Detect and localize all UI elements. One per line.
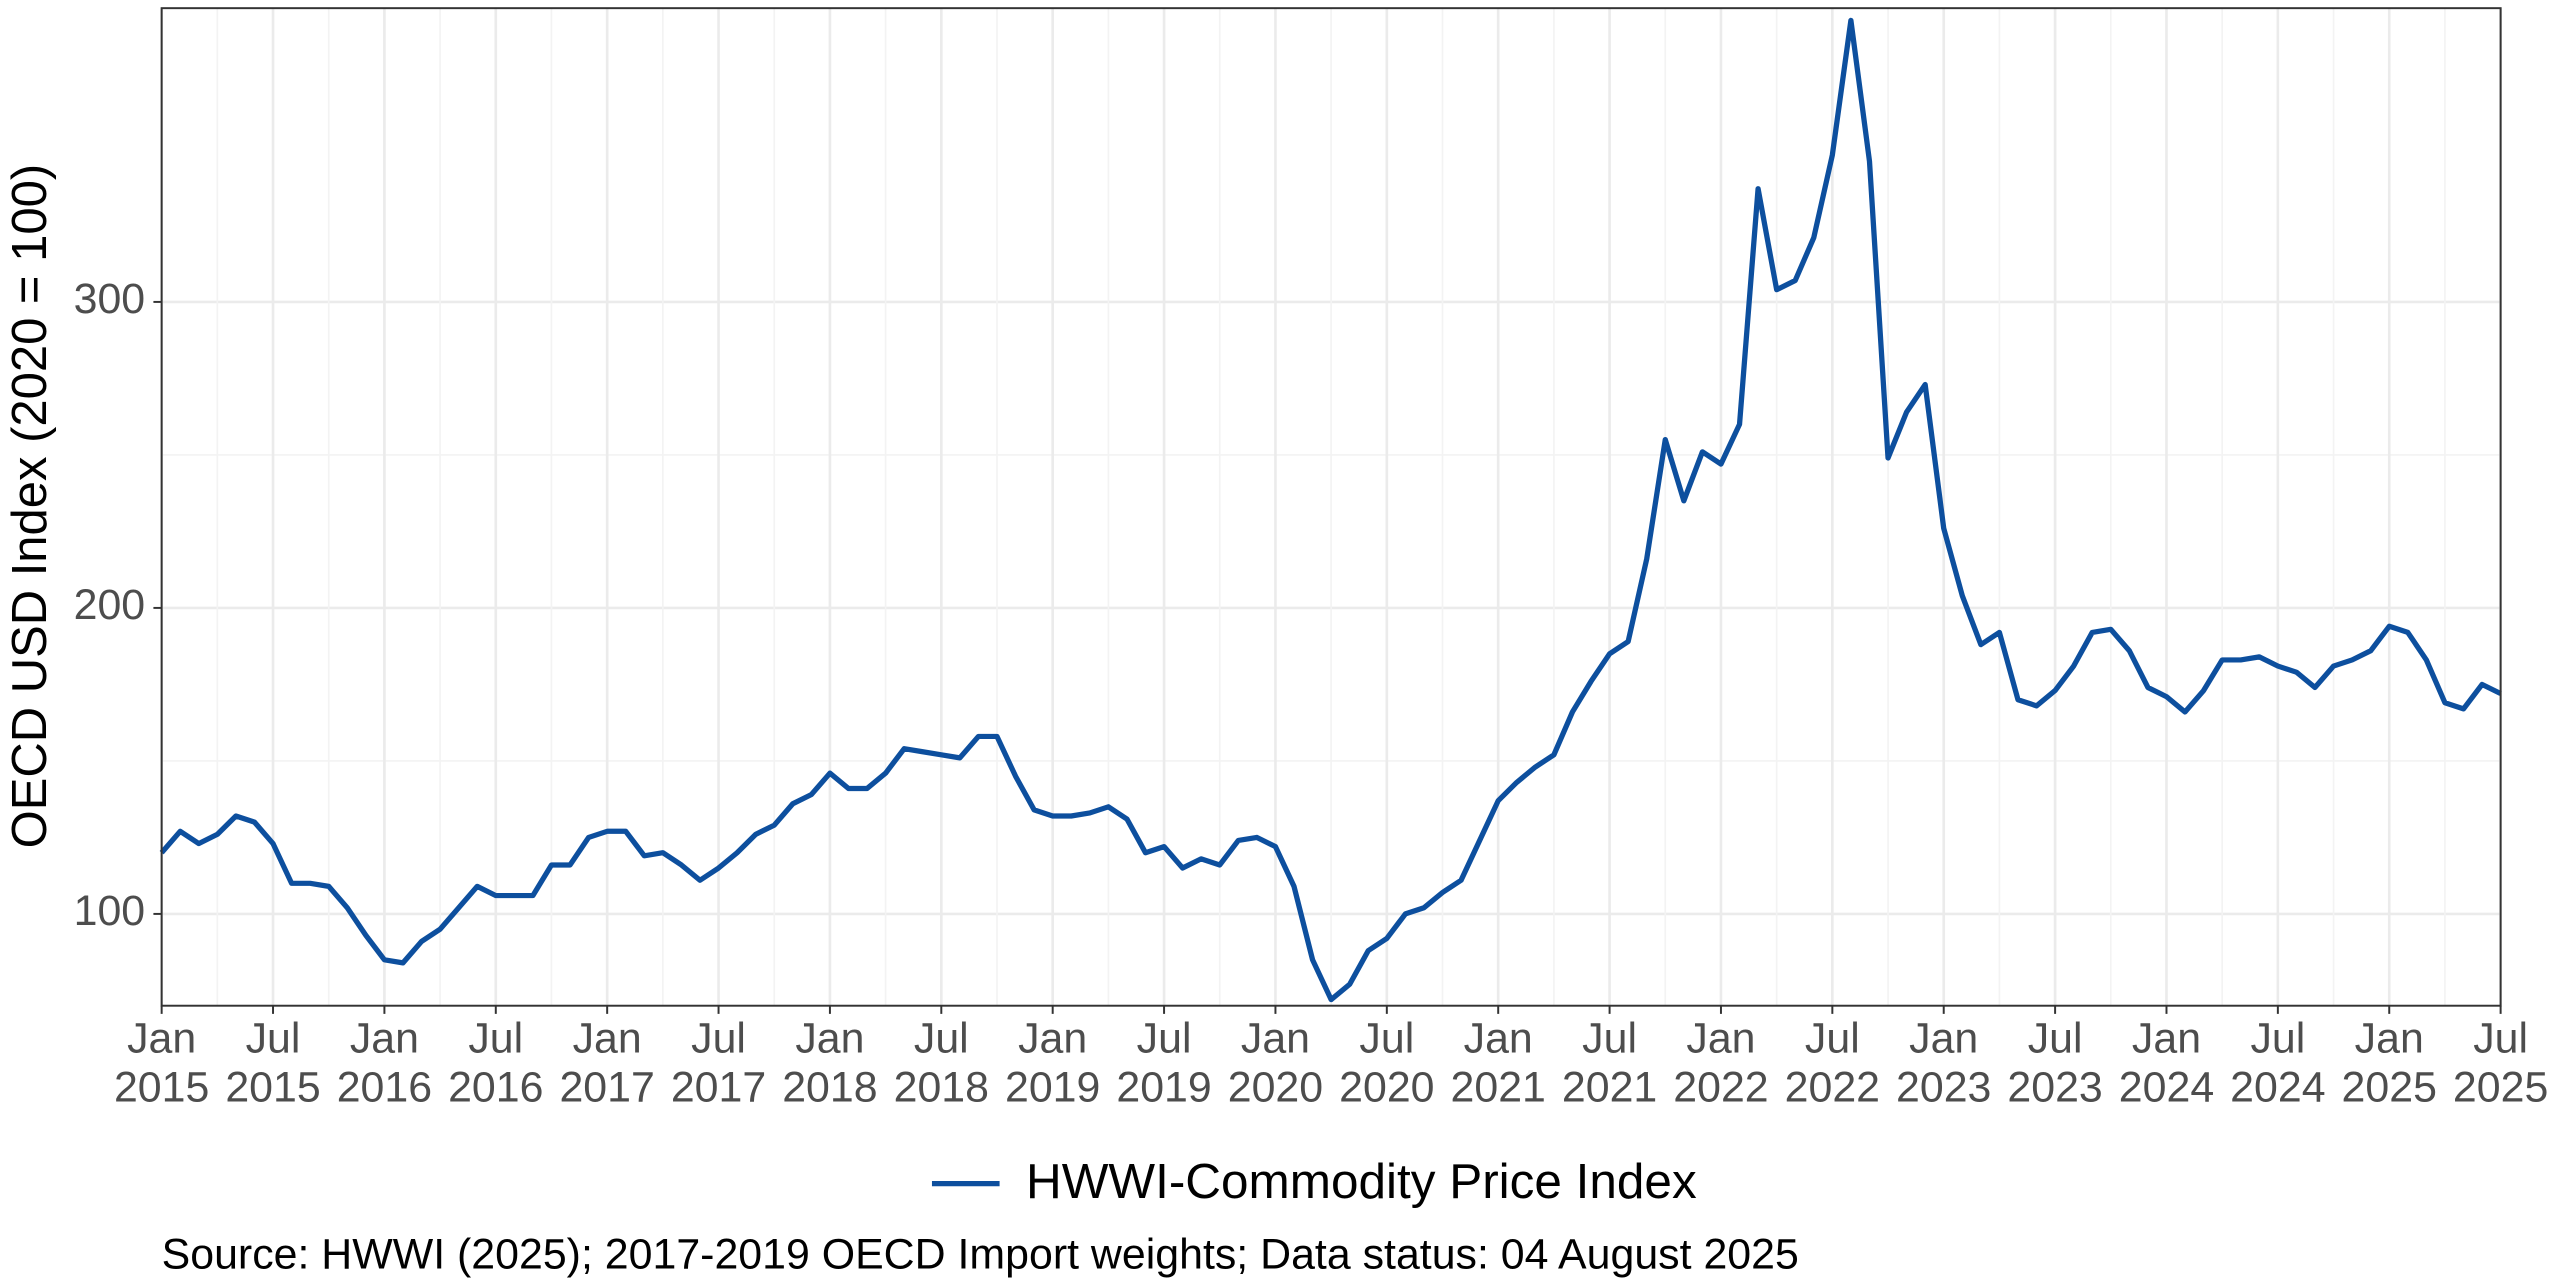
x-tick-label-line: Jul xyxy=(914,1015,969,1063)
x-tick-label-line: Jul xyxy=(468,1015,523,1063)
x-tick-label-line: Jul xyxy=(1137,1015,1192,1063)
x-tick-label-line: Jan xyxy=(795,1015,864,1063)
x-tick-label-line: 2025 xyxy=(2453,1064,2548,1112)
x-tick-label: Jan 2023 xyxy=(1896,1015,1991,1112)
y-tick-label: 200 xyxy=(74,581,146,629)
x-tick-label-line: 2023 xyxy=(2007,1064,2102,1112)
x-tick-label: Jan 2024 xyxy=(2119,1015,2214,1112)
x-tick-label-line: 2016 xyxy=(337,1064,432,1112)
x-tick-label: Jul 2018 xyxy=(894,1015,989,1112)
x-tick-label-line: 2025 xyxy=(2342,1064,2437,1112)
y-tick-label: 100 xyxy=(74,887,146,935)
x-tick-label-line: Jan xyxy=(1464,1015,1533,1063)
x-tick-label-line: 2021 xyxy=(1562,1064,1657,1112)
x-tick-label-line: Jul xyxy=(691,1015,746,1063)
x-tick-label-line: 2018 xyxy=(894,1064,989,1112)
plot-border xyxy=(160,7,2502,1007)
x-tick-label-line: Jan xyxy=(1909,1015,1978,1063)
x-tick-label-line: 2021 xyxy=(1451,1064,1546,1112)
x-tick-label: Jan 2016 xyxy=(337,1015,432,1112)
x-tick-label-line: Jul xyxy=(1582,1015,1637,1063)
x-tick-label: Jan 2019 xyxy=(1005,1015,1100,1112)
x-tick-label-line: Jan xyxy=(1018,1015,1087,1063)
marks xyxy=(159,17,2502,1003)
caption: Source: HWWI (2025); 2017-2019 OECD Impo… xyxy=(162,1231,1799,1279)
x-tick-label-line: Jan xyxy=(350,1015,419,1063)
x-tick-label: Jan 2020 xyxy=(1228,1015,1323,1112)
x-tick-label-line: Jul xyxy=(1359,1015,1414,1063)
x-tick-label-line: Jan xyxy=(2355,1015,2424,1063)
x-tick-label-line: 2017 xyxy=(559,1064,654,1112)
y-tick-label: 300 xyxy=(74,275,146,323)
x-tick-label: Jul 2020 xyxy=(1339,1015,1434,1112)
x-tick-label-line: 2020 xyxy=(1228,1064,1323,1112)
x-tick-label-line: Jul xyxy=(2028,1015,2083,1063)
x-tick-label-line: Jan xyxy=(2132,1015,2201,1063)
x-tick-label: Jan 2021 xyxy=(1451,1015,1546,1112)
x-tick-label-line: Jan xyxy=(1241,1015,1310,1063)
x-tick-label-line: 2022 xyxy=(1673,1064,1768,1112)
x-tick-label: Jul 2016 xyxy=(448,1015,543,1112)
x-tick-label: Jan 2018 xyxy=(782,1015,877,1112)
x-tick-label: Jan 2015 xyxy=(114,1015,209,1112)
x-tick-label: Jul 2023 xyxy=(2007,1015,2102,1112)
x-tick-label-line: Jul xyxy=(246,1015,301,1063)
x-tick-label: Jan 2022 xyxy=(1673,1015,1768,1112)
x-tick-label-line: 2018 xyxy=(782,1064,877,1112)
x-tick-label: Jan 2025 xyxy=(2342,1015,2437,1112)
legend-label: HWWI-Commodity Price Index xyxy=(1026,1154,1697,1209)
x-tick-label-line: 2015 xyxy=(225,1064,320,1112)
x-tick-label: Jul 2019 xyxy=(1116,1015,1211,1112)
x-tick-label-line: Jul xyxy=(2473,1015,2528,1063)
data-line xyxy=(159,17,2502,1003)
x-tick-label-line: 2019 xyxy=(1116,1064,1211,1112)
x-tick-label-line: Jul xyxy=(1805,1015,1860,1063)
x-tick-label: Jul 2024 xyxy=(2230,1015,2325,1112)
x-tick-label: Jul 2021 xyxy=(1562,1015,1657,1112)
x-tick-label: Jul 2025 xyxy=(2453,1015,2548,1112)
x-tick-label-line: 2015 xyxy=(114,1064,209,1112)
x-tick-label: Jan 2017 xyxy=(559,1015,654,1112)
x-tick-label-line: 2017 xyxy=(671,1064,766,1112)
x-tick-label-line: Jul xyxy=(2250,1015,2305,1063)
x-tick-label-line: 2023 xyxy=(1896,1064,1991,1112)
x-tick-label-line: 2016 xyxy=(448,1064,543,1112)
y-axis-label: OECD USD Index (2020 = 100) xyxy=(2,164,57,848)
x-tick-label-line: 2020 xyxy=(1339,1064,1434,1112)
x-tick-label: Jul 2022 xyxy=(1785,1015,1880,1112)
x-tick-label-line: 2024 xyxy=(2119,1064,2214,1112)
x-tick-label-line: 2022 xyxy=(1785,1064,1880,1112)
x-tick-label-line: 2024 xyxy=(2230,1064,2325,1112)
x-tick-label: Jul 2015 xyxy=(225,1015,320,1112)
x-tick-label-line: Jan xyxy=(1686,1015,1755,1063)
x-tick-label: Jul 2017 xyxy=(671,1015,766,1112)
x-tick-label-line: Jan xyxy=(127,1015,196,1063)
x-tick-label-line: Jan xyxy=(573,1015,642,1063)
grid xyxy=(160,8,2502,1006)
x-tick-label-line: 2019 xyxy=(1005,1064,1100,1112)
